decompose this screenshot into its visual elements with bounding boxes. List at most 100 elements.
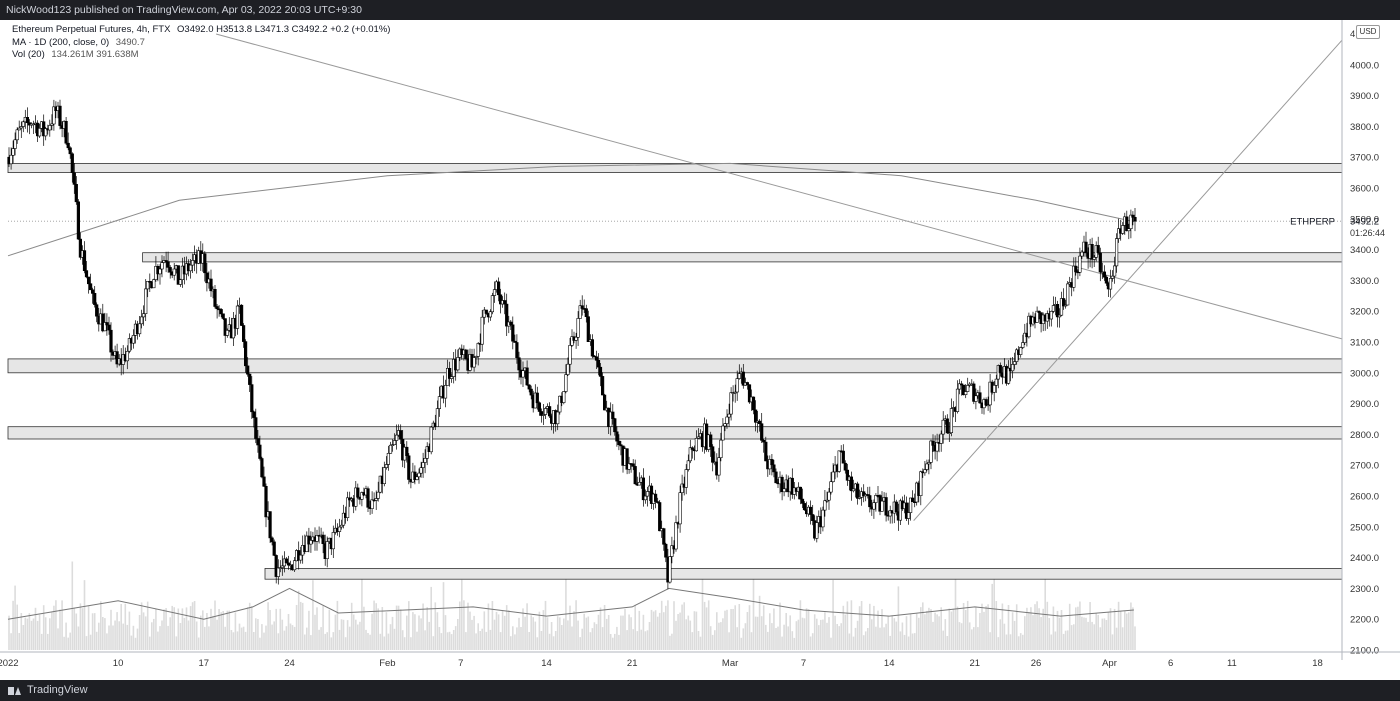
volume-bar <box>1107 612 1110 650</box>
volume-bar <box>210 608 212 650</box>
candle-body <box>521 370 525 378</box>
volume-bar <box>95 631 98 650</box>
volume-bar <box>905 616 908 650</box>
volume-bar <box>589 632 592 650</box>
volume-bar <box>1032 615 1034 650</box>
volume-bar <box>809 636 812 650</box>
volume-bar <box>616 626 618 650</box>
candle-body <box>851 488 856 492</box>
volume-bar <box>771 623 773 650</box>
candle-body <box>1010 364 1015 372</box>
volume-bar <box>536 637 539 650</box>
candle-body <box>105 322 109 326</box>
volume-bar <box>465 632 467 650</box>
tradingview-logo[interactable]: TradingView <box>8 680 88 701</box>
candle-body <box>959 383 964 386</box>
candle-body <box>437 396 442 409</box>
candle-body <box>898 500 902 521</box>
volume-bar <box>544 600 547 650</box>
volume-bar <box>650 609 653 650</box>
price-chart[interactable]: 2100.0 2200.0 2300.0 2400.0 2500.0 2600.0 2700… <box>0 20 1400 680</box>
volume-bar <box>399 609 402 650</box>
volume-bar <box>526 603 528 650</box>
candle-body <box>527 384 531 390</box>
volume-bar <box>395 605 398 650</box>
volume-bar <box>1119 611 1122 650</box>
volume-bar <box>222 611 224 650</box>
volume-bar <box>577 620 579 650</box>
candle-body <box>609 411 613 427</box>
candle-body <box>37 128 42 137</box>
price-axis-label: 2700.0 <box>1350 461 1379 472</box>
volume-bar <box>228 610 231 650</box>
candle-body <box>509 321 513 326</box>
candle-body <box>399 430 403 440</box>
volume-bar <box>100 601 102 650</box>
candle-body <box>680 483 684 493</box>
volume-bar <box>236 631 239 650</box>
volume-bar <box>306 627 308 650</box>
volume-bar <box>87 605 90 650</box>
volume-bar <box>1103 618 1106 650</box>
volume-bar <box>805 608 808 650</box>
volume-bar <box>762 605 765 650</box>
volume-bar <box>167 625 169 650</box>
volume-bar <box>338 629 341 650</box>
candle-body <box>811 514 815 521</box>
volume-bar <box>538 611 541 650</box>
candle-body <box>390 444 395 447</box>
volume-bar <box>971 629 973 650</box>
volume-bar <box>177 608 180 650</box>
volume-bar <box>310 635 312 650</box>
time-axis-label: 7 <box>801 658 806 669</box>
candle-body <box>568 344 572 365</box>
candle-body <box>1037 310 1041 313</box>
candle-body <box>1006 367 1011 384</box>
symbol-title[interactable]: Ethereum Perpetual Futures, 4h, FTX <box>12 24 171 35</box>
volume-bar <box>693 611 696 650</box>
candle-body <box>709 434 713 447</box>
volume-bar <box>991 583 993 650</box>
candle-body <box>144 288 148 314</box>
volume-bar <box>981 603 983 650</box>
price-axis-label: 4000.0 <box>1350 60 1379 71</box>
candle-body <box>191 260 195 266</box>
candle-body <box>808 506 813 515</box>
candle-body <box>972 383 976 402</box>
volume-bar <box>142 612 145 650</box>
candle-body <box>723 423 727 427</box>
ma-indicator-label[interactable]: MA · 1D (200, close, 0) <box>12 36 110 48</box>
volume-bar <box>701 577 704 650</box>
volume-bar <box>232 632 235 650</box>
volume-indicator-label[interactable]: Vol (20) <box>12 49 45 60</box>
candle-body <box>1072 265 1076 288</box>
candle-body <box>488 311 493 318</box>
volume-bar <box>548 633 551 650</box>
volume-bar <box>446 632 449 650</box>
chart-legend: Ethereum Perpetual Futures, 4h, FTX O349… <box>12 24 390 62</box>
candle-body <box>511 324 515 342</box>
candle-body <box>429 426 433 453</box>
volume-bar <box>832 580 834 650</box>
volume-bar <box>714 630 716 650</box>
candle-body <box>923 469 927 474</box>
candle-body <box>392 440 397 445</box>
volume-bar <box>569 605 571 650</box>
volume-bar <box>760 616 763 650</box>
price-axis-label: 3600.0 <box>1350 184 1379 195</box>
volume-bar <box>371 613 373 650</box>
currency-badge[interactable]: USD <box>1356 25 1380 39</box>
candle-body <box>474 356 478 358</box>
volume-bar <box>185 607 188 650</box>
candle-body <box>525 367 529 386</box>
volume-bar <box>69 632 71 650</box>
volume-bar <box>1073 624 1075 650</box>
candle-body <box>260 458 264 478</box>
volume-bar <box>785 613 787 650</box>
volume-bar <box>195 621 198 650</box>
volume-bar <box>614 633 616 650</box>
candle-body <box>484 309 488 314</box>
volume-bar <box>36 620 39 650</box>
candle-body <box>384 464 389 468</box>
candle-body <box>541 414 545 416</box>
